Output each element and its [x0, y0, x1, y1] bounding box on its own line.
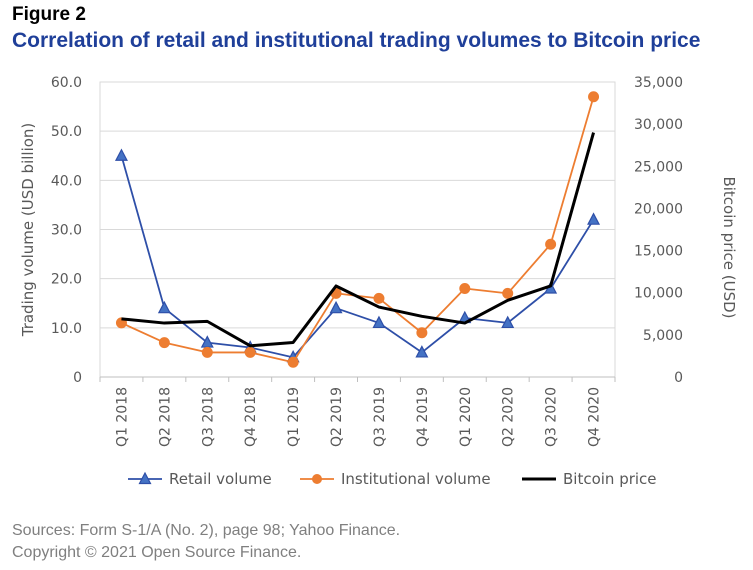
retail-point [157, 300, 171, 314]
y-tick-label: 50.0 [51, 124, 82, 140]
x-tick-label: Q3 2019 [372, 387, 388, 447]
institutional-point [502, 287, 514, 299]
institutional-point [158, 337, 170, 349]
legend-label-retail-volume: Retail volume [169, 470, 272, 488]
y-tick-label: 40.0 [51, 173, 82, 189]
x-tick-label: Q4 2019 [415, 387, 431, 447]
series-line-retail-volume [120, 155, 595, 359]
x-tick-label: Q1 2020 [458, 387, 474, 447]
y2-tick-label: 35,000 [634, 75, 683, 91]
x-tick-label: Q3 2020 [544, 387, 560, 447]
line-chart: 0 10.0 20.0 30.0 40.0 50.0 60.0 0 5,000 10,000 15,… [19, 75, 738, 488]
institutional-point [459, 283, 471, 294]
institutional-point [373, 292, 385, 304]
y-tick-label: 60.0 [51, 75, 82, 91]
institutional-point [588, 91, 600, 103]
y-tick-label: 10.0 [51, 321, 82, 337]
y-tick-label: 20.0 [51, 272, 82, 288]
retail-point [501, 315, 515, 329]
y2-tick-label: 10,000 [634, 286, 683, 302]
legend-marker-retail-volume [138, 471, 152, 485]
institutional-point [545, 238, 557, 250]
series-line-bitcoin-price [121, 132, 595, 348]
y-axis-title: Trading volume (USD billion) [19, 123, 37, 338]
sources-note: Sources: Form S-1/A (No. 2), page 98; Ya… [12, 522, 401, 539]
x-tick-label: Q2 2018 [157, 387, 173, 447]
x-tick-label: Q1 2018 [114, 387, 130, 447]
institutional-point [201, 346, 213, 358]
legend-label-bitcoin-price: Bitcoin price [563, 470, 657, 488]
chart-title: Correlation of retail and institutional … [12, 29, 701, 52]
retail-point [329, 300, 343, 314]
copyright-note: Copyright © 2021 Open Source Finance. [12, 544, 302, 561]
institutional-point [416, 327, 428, 339]
x-tick-label: Q4 2018 [243, 387, 259, 447]
x-tick-label: Q3 2018 [200, 387, 216, 447]
y2-tick-label: 5,000 [643, 328, 683, 344]
retail-point [372, 315, 386, 329]
y2-tick-label: 0 [674, 370, 683, 386]
figure-label: Figure 2 [12, 4, 86, 25]
y2-axis-title: Bitcoin price (USD) [720, 176, 738, 318]
x-tick-label: Q2 2019 [329, 387, 345, 447]
institutional-point [244, 346, 256, 358]
y2-tick-label: 25,000 [634, 159, 683, 175]
y2-tick-label: 20,000 [634, 201, 683, 217]
x-tick-label: Q1 2019 [286, 387, 302, 447]
x-tick-label: Q2 2020 [501, 387, 517, 447]
retail-point [200, 335, 214, 348]
legend-label-institutional-volume: Institutional volume [341, 470, 491, 488]
retail-point [415, 345, 429, 358]
y2-tick-label: 15,000 [634, 244, 683, 260]
legend-marker-institutional-volume [312, 474, 322, 484]
institutional-point [287, 356, 299, 368]
x-tick-label: Q4 2020 [587, 387, 603, 447]
retail-point [587, 212, 601, 225]
y2-tick-label: 30,000 [634, 117, 683, 133]
y-tick-label: 30.0 [51, 223, 82, 239]
y-tick-label: 0 [73, 370, 82, 386]
retail-point [114, 148, 128, 161]
